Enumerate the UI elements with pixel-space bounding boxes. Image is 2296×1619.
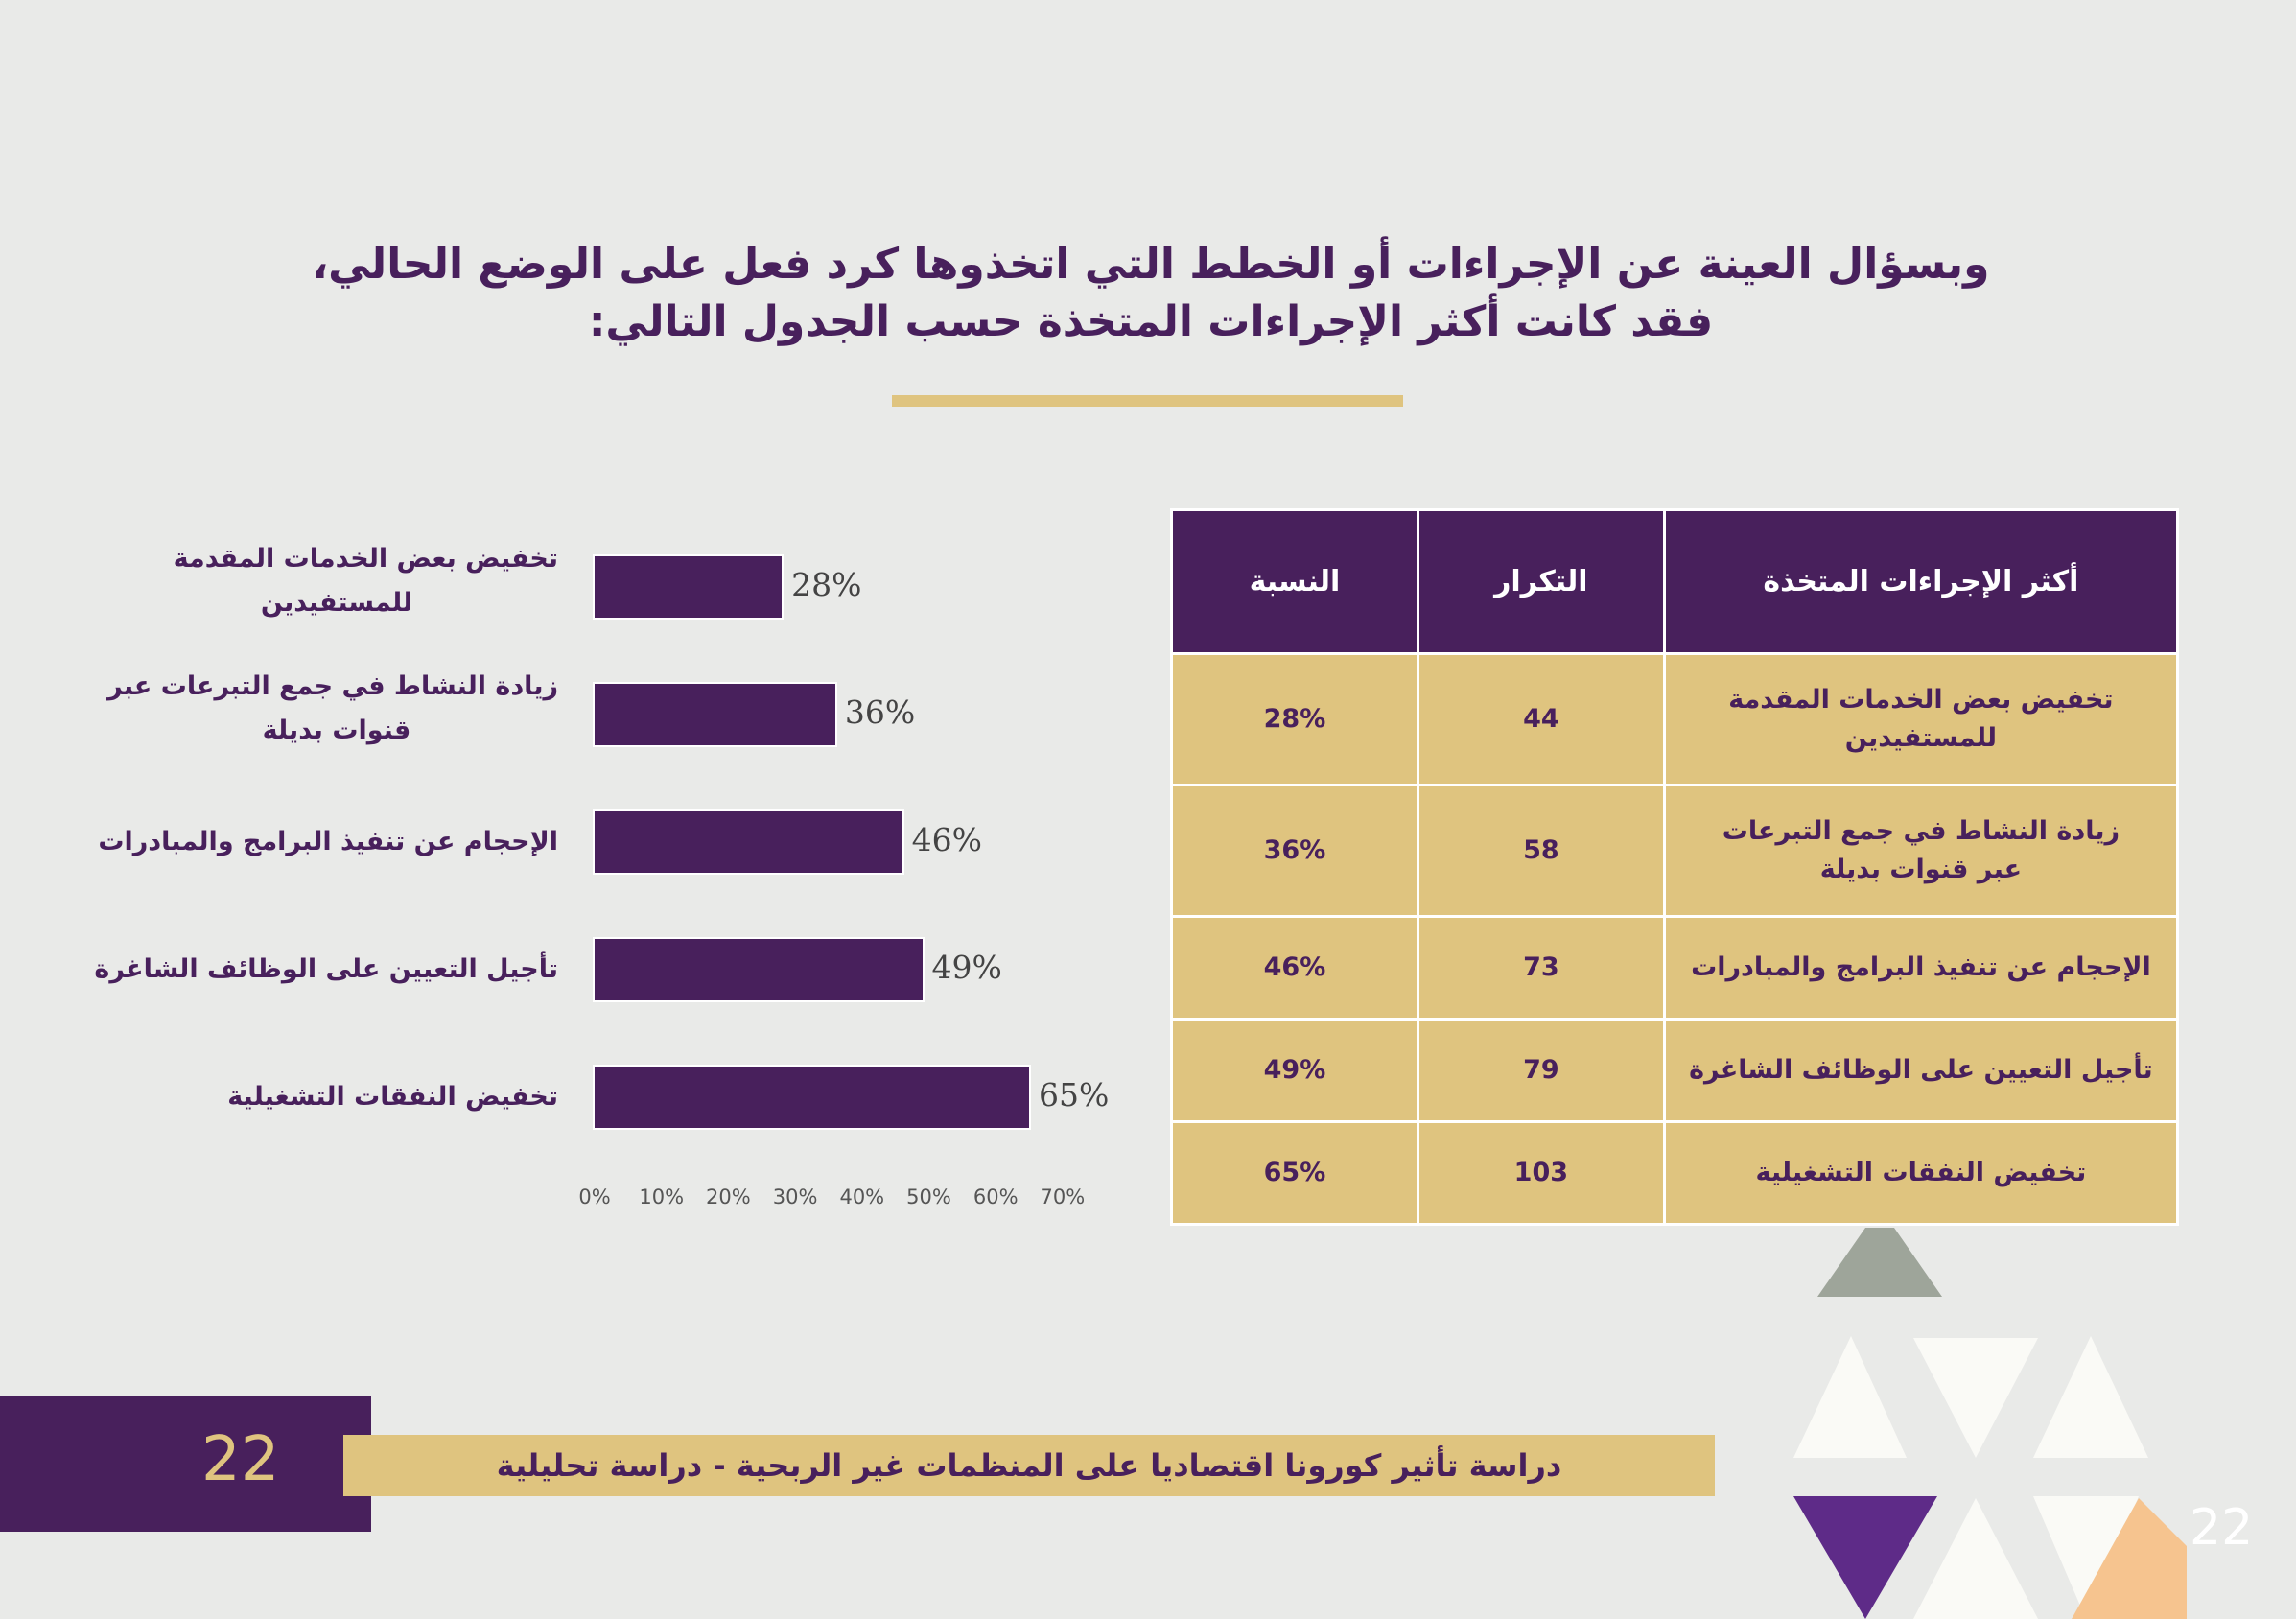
row-percent: 28%: [1170, 652, 1419, 786]
x-axis-tick-label: 50%: [906, 1185, 951, 1208]
bar-value-label: 49%: [931, 949, 1002, 986]
bar-value-label: 36%: [844, 693, 916, 731]
x-axis-tick-label: 60%: [972, 1185, 1019, 1208]
chart-bar: [593, 682, 837, 747]
triangle-decoration: [1793, 1228, 2187, 1619]
corner-page-number: 22: [2190, 1499, 2254, 1557]
row-percent: 46%: [1170, 915, 1419, 1021]
violet-triangle-icon: [1793, 1496, 1937, 1619]
heading-line-1: وبسؤال العينة عن الإجراءات أو الخطط التي…: [312, 240, 1990, 289]
row-count: 58: [1416, 784, 1666, 918]
row-count: 103: [1416, 1120, 1666, 1226]
chart-bar: [593, 937, 925, 1002]
row-count: 73: [1416, 915, 1666, 1021]
category-label: زيادة النشاط في جمع التبرعات عبر قنوات بد…: [0, 665, 558, 753]
x-axis-tick-label: 0%: [578, 1185, 611, 1208]
page-number: 22: [201, 1424, 280, 1495]
page-heading: وبسؤال العينة عن الإجراءات أو الخطط التي…: [288, 236, 2014, 351]
bar-value-label: 65%: [1039, 1076, 1110, 1114]
category-label: الإحجام عن تنفيذ البرامج والمبادرات: [0, 820, 558, 864]
category-label-line: تأجيل التعيين على الوظائف الشاغرة: [94, 954, 558, 984]
row-action: تخفيض النفقات التشغيلية: [1662, 1120, 2180, 1226]
category-label: تخفيض بعض الخدمات المقدمة للمستفيدين: [0, 537, 558, 625]
white-triangle-icon: [1913, 1338, 2038, 1458]
x-axis-tick-label: 10%: [639, 1185, 685, 1208]
footer-title: دراسة تأثير كورونا اقتصاديا على المنظمات…: [343, 1435, 1715, 1496]
chart-bar: [592, 554, 785, 620]
bar-value-label: 46%: [911, 821, 982, 858]
x-axis-tick-label: 40%: [839, 1185, 885, 1208]
heading-line-2: فقد كانت أكثر الإجراءات المتخذة حسب الجد…: [588, 297, 1714, 346]
bar-chart: 28% تخفيض بعض الخدمات المقدمة للمستفيدين 36…: [0, 518, 1132, 1228]
row-action: الإحجام عن تنفيذ البرامج والمبادرات: [1662, 915, 2180, 1021]
bar-value-label: 28%: [791, 566, 862, 603]
row-action: زيادة النشاط في جمع التبرعات عبر قنوات ب…: [1662, 784, 2180, 918]
header-count: التكرار: [1416, 508, 1666, 655]
category-label-line: للمستفيدين: [260, 588, 413, 618]
table-row: تخفيض بعض الخدمات المقدمة للمستفيدين 44 …: [1170, 652, 2180, 786]
chart-bar: [592, 1065, 1032, 1130]
category-label-line: قنوات بديلة: [262, 716, 411, 745]
row-percent: 36%: [1170, 784, 1419, 918]
category-label-line: زيادة النشاط في جمع التبرعات عبر: [107, 671, 558, 701]
row-count: 44: [1416, 652, 1666, 786]
header-action: أكثر الإجراءات المتخذة: [1662, 508, 2180, 655]
table-header-row: أكثر الإجراءات المتخذة التكرار النسبة: [1170, 508, 2180, 655]
page-number-box: [0, 1396, 371, 1532]
header-percent: النسبة: [1170, 508, 1419, 655]
sage-triangle-icon: [1817, 1228, 1942, 1297]
row-action: تخفيض بعض الخدمات المقدمة للمستفيدين: [1662, 652, 2180, 786]
white-triangle-icon: [2033, 1336, 2148, 1458]
table-row: تخفيض النفقات التشغيلية 103 65%: [1170, 1120, 2180, 1226]
table-row: زيادة النشاط في جمع التبرعات عبر قنوات ب…: [1170, 784, 2180, 918]
row-percent: 65%: [1170, 1120, 1419, 1226]
white-triangle-icon: [1913, 1498, 2038, 1619]
row-count: 79: [1416, 1018, 1666, 1123]
peach-triangle-icon: [2072, 1498, 2187, 1619]
row-percent: 49%: [1170, 1018, 1419, 1123]
category-label: تأجيل التعيين على الوظائف الشاغرة: [0, 948, 558, 992]
chart-bar: [593, 810, 904, 875]
x-axis-tick-label: 70%: [1040, 1185, 1086, 1208]
row-action: تأجيل التعيين على الوظائف الشاغرة: [1662, 1018, 2180, 1123]
table-row: تأجيل التعيين على الوظائف الشاغرة 79 49%: [1170, 1018, 2180, 1123]
x-axis-tick-label: 30%: [772, 1185, 818, 1208]
white-triangle-icon: [2033, 1496, 2139, 1619]
category-label-line: تخفيض بعض الخدمات المقدمة: [173, 544, 558, 574]
white-triangle-icon: [1793, 1336, 1907, 1458]
heading-underline: [892, 395, 1403, 407]
category-label-line: الإحجام عن تنفيذ البرامج والمبادرات: [98, 827, 558, 856]
x-axis-tick-label: 20%: [706, 1185, 751, 1208]
category-label-line: تخفيض النفقات التشغيلية: [227, 1082, 558, 1112]
actions-table: أكثر الإجراءات المتخذة التكرار النسبة تخ…: [1170, 508, 2180, 1226]
category-label: تخفيض النفقات التشغيلية: [0, 1075, 558, 1119]
table-row: الإحجام عن تنفيذ البرامج والمبادرات 73 4…: [1170, 915, 2180, 1021]
